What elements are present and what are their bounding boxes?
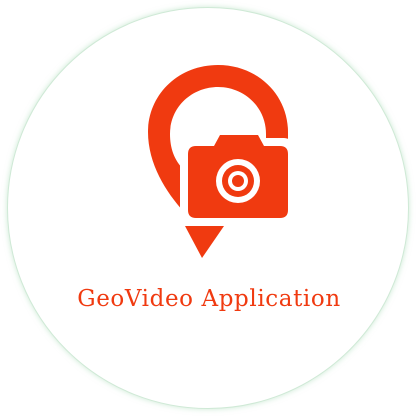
pin-hole [193,113,219,139]
app-title: GeoVideo Application [77,286,341,312]
camera-lens-center [232,175,244,187]
geo-camera-pin-icon [148,65,294,258]
pin-tip-shape [185,226,224,258]
